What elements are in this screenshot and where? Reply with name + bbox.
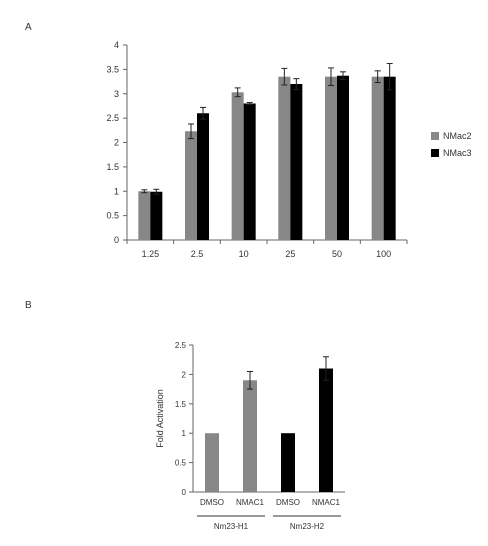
chart-a-bar-nmac3 bbox=[337, 75, 349, 241]
chart-b-y-tick-label: 0.5 bbox=[175, 459, 187, 468]
chart-b-y-tick-label: 2 bbox=[182, 370, 187, 379]
chart-a-x-tick-label: 50 bbox=[332, 249, 342, 259]
chart-b-bar bbox=[319, 368, 333, 492]
chart-a-legend-swatch bbox=[431, 132, 439, 140]
chart-a-bar-nmac3 bbox=[383, 76, 396, 240]
chart-b-y-axis-label: Fold Activation bbox=[155, 389, 165, 448]
chart-a-y-tick-label: 1 bbox=[114, 186, 119, 196]
chart-b-x-tick-label: NMAC1 bbox=[236, 498, 265, 507]
chart-a-y-tick-label: 1.5 bbox=[106, 162, 119, 172]
chart-b-y-tick-label: 1 bbox=[182, 429, 187, 438]
chart-a-x-tick-label: 1.25 bbox=[142, 249, 160, 259]
chart-b-y-tick-label: 2.5 bbox=[175, 341, 187, 350]
chart-a-y-tick-label: 3.5 bbox=[106, 64, 119, 74]
chart-a-y-tick-label: 4 bbox=[114, 40, 119, 50]
panel-label-a: A bbox=[25, 22, 32, 33]
chart-a-bar-nmac2 bbox=[278, 76, 291, 240]
chart-a-bar-nmac2 bbox=[185, 131, 197, 240]
chart-b-y-tick-label: 0 bbox=[182, 488, 187, 497]
chart-a-y-tick-label: 3 bbox=[114, 89, 119, 99]
panel-label-b: B bbox=[25, 300, 32, 311]
chart-a-x-tick-label: 100 bbox=[376, 249, 391, 259]
chart-a-y-tick-label: 0 bbox=[114, 235, 119, 245]
chart-a-y-tick-label: 2.5 bbox=[106, 113, 119, 123]
chart-b-bar bbox=[243, 380, 257, 492]
chart-a-x-tick-label: 25 bbox=[285, 249, 295, 259]
chart-a-bar-nmac3 bbox=[290, 84, 303, 240]
chart-b-group-label: Nm23-H1 bbox=[214, 522, 249, 531]
chart-a-y-tick-label: 2 bbox=[114, 138, 119, 148]
chart-b-y-tick-label: 1.5 bbox=[175, 400, 187, 409]
chart-a-y-tick-label: 0.5 bbox=[106, 211, 119, 221]
chart-a-legend-swatch bbox=[431, 149, 439, 157]
chart-a-x-tick-label: 2.5 bbox=[191, 249, 204, 259]
chart-a-x-tick-label: 10 bbox=[239, 249, 249, 259]
chart-a-legend-label: NMac3 bbox=[443, 148, 472, 158]
chart-b-bar bbox=[205, 433, 219, 492]
chart-a-bar-nmac2 bbox=[231, 92, 244, 240]
chart-a-bar-nmac3 bbox=[197, 113, 209, 240]
chart-b-x-tick-label: DMSO bbox=[276, 498, 300, 507]
chart-a-bar-nmac3 bbox=[243, 103, 256, 240]
chart-a-legend-label: NMac2 bbox=[443, 131, 472, 141]
chart-a-bar-nmac2 bbox=[371, 76, 384, 240]
chart-b-bar bbox=[281, 433, 295, 492]
chart-b-x-tick-label: DMSO bbox=[200, 498, 224, 507]
chart-a-bar-nmac2 bbox=[138, 191, 151, 240]
chart-a-bar-nmac3 bbox=[150, 191, 163, 240]
chart-b-x-tick-label: NMAC1 bbox=[312, 498, 341, 507]
chart-b-group-label: Nm23-H2 bbox=[290, 522, 325, 531]
chart-a-bar-nmac2 bbox=[325, 76, 337, 240]
